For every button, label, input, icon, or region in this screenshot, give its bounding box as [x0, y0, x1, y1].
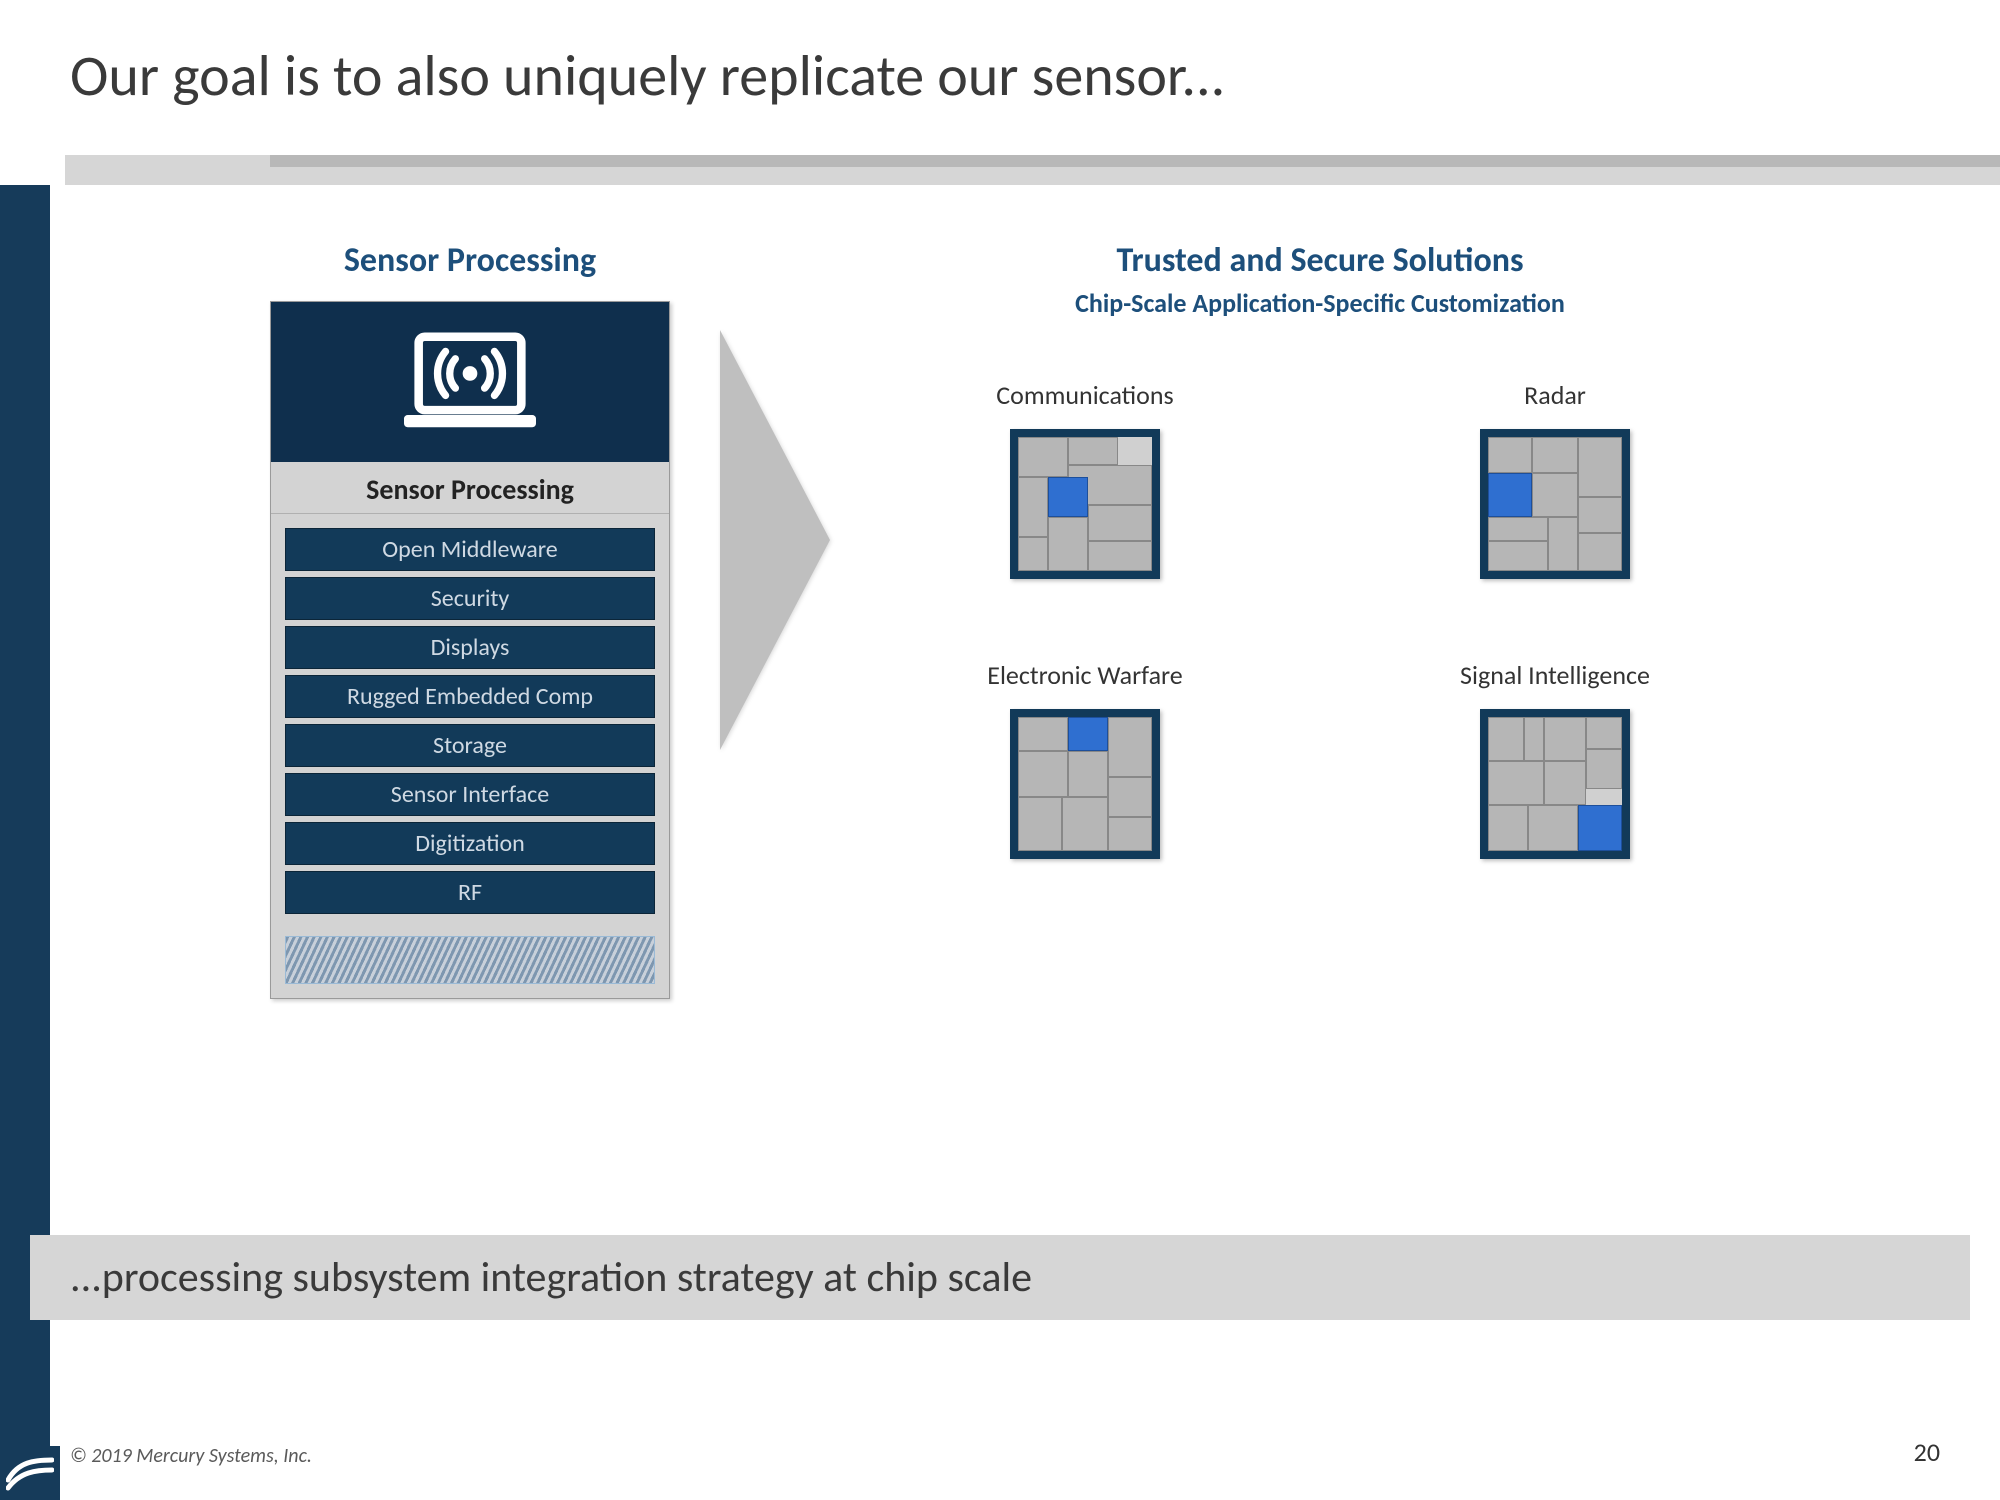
copyright: © 2019 Mercury Systems, Inc. [70, 1444, 312, 1468]
chip-icon [1480, 709, 1630, 859]
hatch-pattern [285, 936, 655, 984]
sensor-processing-item: RF [285, 871, 655, 914]
chip-tile [1068, 751, 1108, 797]
laptop-signal-icon [271, 302, 669, 462]
chip-tile [1488, 437, 1532, 473]
left-column: Sensor Processing Sensor Processing Open… [270, 240, 670, 999]
sensor-processing-item: Open Middleware [285, 528, 655, 571]
sensor-processing-subtitle: Sensor Processing [271, 462, 669, 514]
sensor-processing-item: Security [285, 577, 655, 620]
chip-tile-highlight [1578, 805, 1622, 851]
chip-tile [1048, 517, 1088, 571]
chip-tile [1578, 497, 1622, 533]
slide-title: Our goal is to also uniquely replicate o… [70, 40, 1225, 111]
chip-icon [1010, 429, 1160, 579]
chip-icon [1480, 429, 1630, 579]
chip-tile [1018, 797, 1062, 851]
arrow-right-icon [720, 330, 830, 750]
bottom-bar: ...processing subsystem integration stra… [30, 1235, 1970, 1320]
chip-tile [1068, 437, 1118, 465]
title-rule-accent [270, 155, 2000, 167]
chip-tile [1488, 517, 1548, 541]
chip-tile [1578, 437, 1622, 497]
chip-tile [1108, 817, 1152, 851]
chip-tile [1108, 777, 1152, 817]
chip-tile [1488, 805, 1528, 851]
chip-icon [1010, 709, 1160, 859]
chip-tile [1524, 717, 1544, 761]
bottom-text: ...processing subsystem integration stra… [70, 1252, 1032, 1303]
chip-tile [1586, 717, 1622, 749]
right-column: Trusted and Secure Solutions Chip-Scale … [870, 240, 1770, 859]
chip-tile [1062, 797, 1108, 851]
chip-tile [1018, 437, 1068, 477]
left-heading: Sensor Processing [270, 240, 670, 281]
chip-tile [1018, 537, 1048, 571]
right-heading: Trusted and Secure Solutions [870, 240, 1770, 281]
chip-tile [1108, 717, 1152, 777]
chip-tile [1544, 717, 1586, 761]
chip-tile [1088, 505, 1152, 541]
chip-tile [1088, 541, 1152, 571]
chip-tile [1488, 761, 1544, 805]
chip-tile [1548, 517, 1578, 571]
chip-tile [1488, 717, 1524, 761]
chip-tile [1018, 751, 1068, 797]
chip-tile-highlight [1048, 477, 1088, 517]
chip-cell: Electronic Warfare [930, 659, 1240, 859]
sensor-processing-box: Sensor Processing Open Middleware Securit… [270, 301, 670, 999]
chip-tile [1018, 717, 1068, 751]
chip-tile [1586, 749, 1622, 789]
right-subheading: Chip-Scale Application-Specific Customiz… [870, 287, 1770, 319]
chip-grid: Communications Radar Electronic Warfare Sig… [870, 379, 1770, 859]
sensor-processing-items: Open Middleware Security Displays Rugged Em… [271, 514, 669, 930]
chip-tile [1532, 473, 1578, 517]
chip-tile [1528, 805, 1578, 851]
chip-label: Signal Intelligence [1400, 659, 1710, 691]
chip-tile [1488, 541, 1548, 571]
chip-label: Radar [1400, 379, 1710, 411]
sensor-processing-item: Storage [285, 724, 655, 767]
page-number: 20 [1914, 1436, 1940, 1468]
slide: Our goal is to also uniquely replicate o… [0, 0, 2000, 1500]
sensor-processing-item: Sensor Interface [285, 773, 655, 816]
chip-cell: Radar [1400, 379, 1710, 579]
chip-tile [1018, 477, 1048, 537]
chip-tile [1532, 437, 1578, 473]
chip-cell: Signal Intelligence [1400, 659, 1710, 859]
sensor-processing-item: Rugged Embedded Comp [285, 675, 655, 718]
chip-label: Electronic Warfare [930, 659, 1240, 691]
chip-cell: Communications [930, 379, 1240, 579]
chip-label: Communications [930, 379, 1240, 411]
chip-tile-highlight [1068, 717, 1108, 751]
chip-tile-highlight [1488, 473, 1532, 517]
sensor-processing-item: Digitization [285, 822, 655, 865]
chip-tile [1578, 533, 1622, 571]
sensor-processing-item: Displays [285, 626, 655, 669]
chip-tile [1544, 761, 1586, 805]
logo-corner [0, 1446, 60, 1500]
